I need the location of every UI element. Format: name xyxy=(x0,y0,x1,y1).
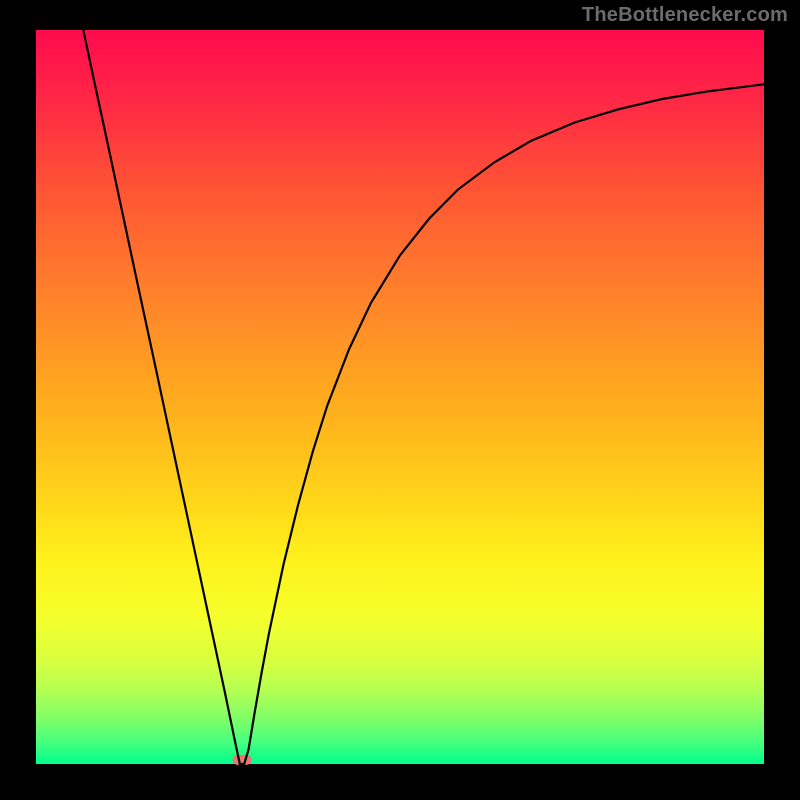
chart-frame: TheBottlenecker.com xyxy=(0,0,800,800)
curve-svg xyxy=(36,30,764,764)
plot-area xyxy=(36,30,764,764)
bottleneck-curve xyxy=(83,30,764,764)
watermark-text: TheBottlenecker.com xyxy=(582,4,788,27)
